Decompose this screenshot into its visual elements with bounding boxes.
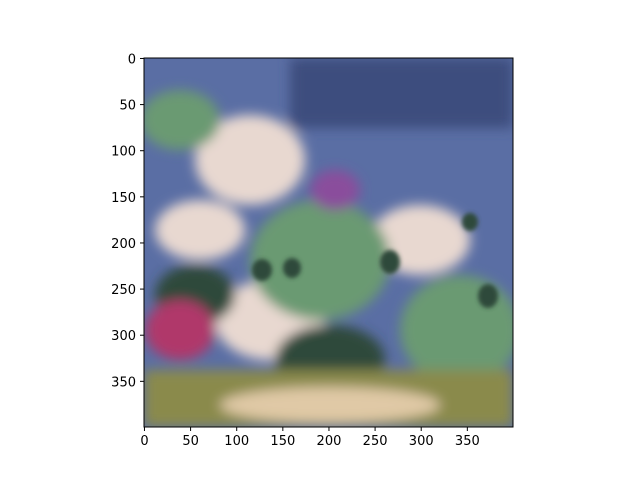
foliage [250,200,390,320]
y-tick-label: 0 [128,52,136,67]
foliage [400,275,513,385]
foliage [144,90,220,150]
y-tick-label: 200 [111,237,136,252]
cloud [155,200,245,260]
cloud [195,115,305,205]
sandy-path [220,387,440,423]
y-tick-label: 300 [111,329,136,344]
y-tick-label: 150 [111,191,136,206]
x-tick-label: 200 [317,434,342,449]
tree [380,250,400,274]
y-tick-label: 250 [111,283,136,298]
x-tick-label: 150 [270,434,295,449]
tree [462,213,478,231]
flowers [310,170,360,210]
heatmap-image [144,58,513,427]
sky-dark-band [290,58,513,128]
y-axis: 0 50 100 150 200 250 300 350 [111,52,144,390]
x-tick-label: 0 [140,434,148,449]
tree [252,259,272,281]
x-tick-label: 300 [409,434,434,449]
tree [283,258,301,278]
x-axis: 0 50 100 150 200 250 300 350 [140,427,480,449]
y-tick-label: 100 [111,145,136,160]
x-tick-label: 350 [455,434,480,449]
tree [478,284,498,308]
y-tick-label: 50 [119,99,136,114]
flowers [145,300,215,360]
x-tick-label: 50 [182,434,199,449]
x-tick-label: 250 [363,434,388,449]
x-tick-label: 100 [224,434,249,449]
y-tick-label: 350 [111,375,136,390]
